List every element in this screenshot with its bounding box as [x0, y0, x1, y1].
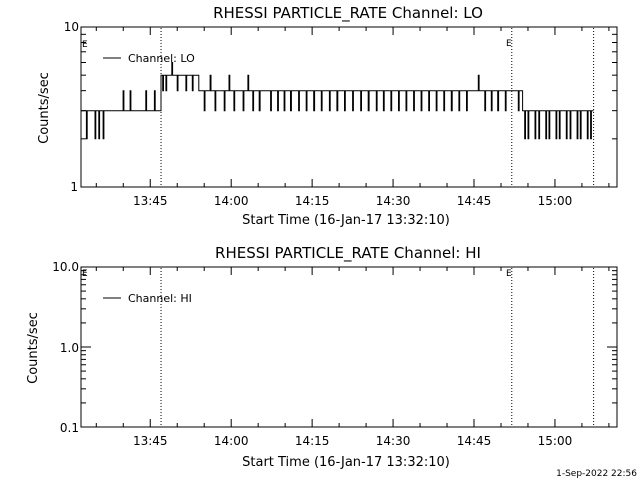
- panel-hi: RHESSI PARTICLE_RATE Channel: HI Counts/…: [26, 244, 618, 470]
- panel-lo-series: [81, 62, 594, 140]
- panel-hi-ytick-label-top: 10.0: [52, 260, 79, 274]
- panel-lo-ylabel: Counts/sec: [37, 72, 52, 144]
- panel-hi-marker-label-1: E: [82, 269, 88, 279]
- panel-hi-title: RHESSI PARTICLE_RATE Channel: HI: [215, 244, 481, 263]
- panel-hi-xtick-label: 14:45: [457, 434, 492, 448]
- panel-lo: RHESSI PARTICLE_RATE Channel: LO Counts/…: [37, 4, 618, 228]
- panel-lo-marker-label-2: E: [506, 39, 512, 49]
- panel-hi-xtick-label: 13:45: [133, 434, 168, 448]
- panel-lo-ytick-label-top: 10: [64, 20, 79, 34]
- panel-lo-xtick-label: 14:00: [214, 194, 249, 208]
- panel-lo-legend: Channel: LO: [103, 52, 195, 65]
- panel-hi-xtick-label: 14:00: [214, 434, 249, 448]
- panel-hi-xtick-label: 14:30: [376, 434, 411, 448]
- panel-hi-y-ticks: [81, 270, 617, 428]
- panel-hi-ytick-label-middle: 1.0: [60, 341, 79, 355]
- panel-lo-xlabel: Start Time (16-Jan-17 13:32:10): [242, 213, 450, 228]
- panel-lo-xtick-label: 15:00: [538, 194, 573, 208]
- panel-lo-marker-label-1: E: [82, 40, 88, 50]
- panel-hi-legend-label: Channel: HI: [128, 292, 192, 305]
- panel-hi-marker-label-2: E: [506, 269, 512, 279]
- panel-lo-plot-frame: [80, 26, 618, 188]
- panel-lo-xtick-label: 14:30: [376, 194, 411, 208]
- panel-lo-legend-label: Channel: LO: [128, 52, 195, 65]
- panel-lo-title: RHESSI PARTICLE_RATE Channel: LO: [213, 4, 483, 23]
- panel-hi-xlabel: Start Time (16-Jan-17 13:32:10): [242, 455, 450, 470]
- panel-lo-xtick-label: 13:45: [133, 194, 168, 208]
- panel-lo-xtick-label: 14:15: [295, 194, 330, 208]
- panel-hi-legend: Channel: HI: [103, 292, 192, 305]
- panel-hi-x-ticks: 13:45 14:00 14:15 14:30 14:45 15:00: [95, 267, 610, 448]
- footer-timestamp: 1-Sep-2022 22:56: [556, 469, 637, 479]
- panel-lo-x-ticks: 13:45 14:00 14:15 14:30 14:45 15:00: [95, 27, 610, 208]
- panel-lo-series-line: [81, 62, 594, 140]
- panel-lo-ytick-label-bottom: 1: [70, 180, 78, 194]
- panel-hi-marker-lines: [160, 268, 595, 426]
- panel-hi-xtick-label: 14:15: [295, 434, 330, 448]
- panel-hi-ylabel: Counts/sec: [26, 312, 41, 384]
- panel-lo-xtick-label: 14:45: [457, 194, 492, 208]
- panel-hi-xtick-label: 15:00: [538, 434, 573, 448]
- panel-hi-ytick-label-bottom: 0.1: [60, 421, 79, 435]
